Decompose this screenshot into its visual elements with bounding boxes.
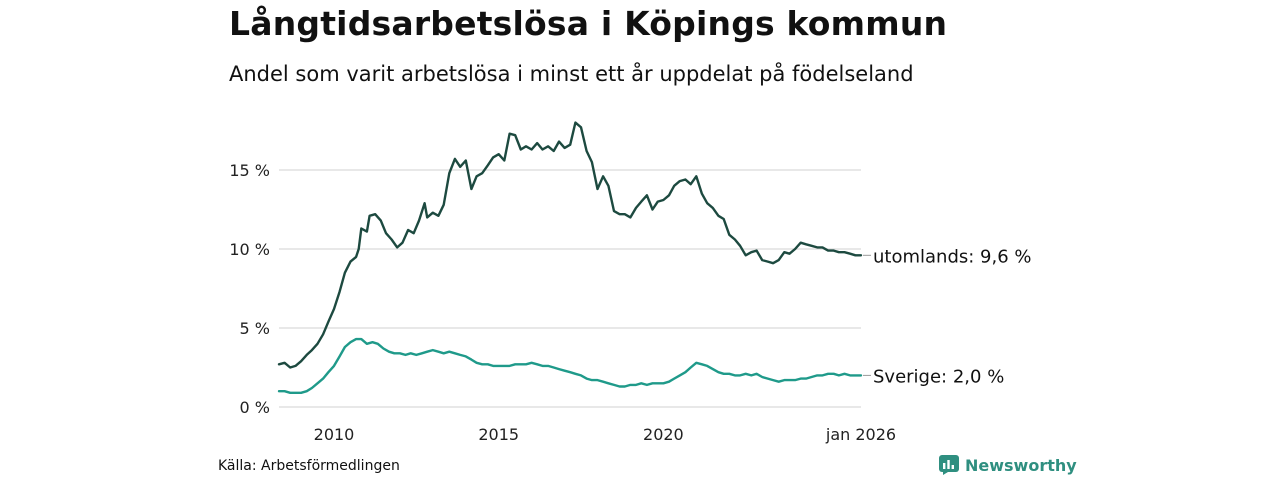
brand-name: Newsworthy bbox=[965, 455, 1077, 475]
series-line-sverige bbox=[277, 337, 863, 394]
series-end-label-sverige: Sverige: 2,0 % bbox=[873, 366, 1004, 387]
series-lines bbox=[277, 121, 863, 394]
series-end-label-utomlands: utomlands: 9,6 % bbox=[873, 246, 1032, 267]
x-axis-tick-labels: 2010 2015 2020 jan 2026 bbox=[314, 425, 896, 444]
source-note: Källa: Arbetsförmedlingen bbox=[218, 458, 400, 474]
y-tick-label: 10 % bbox=[229, 240, 270, 259]
series-line-utomlands bbox=[277, 121, 863, 369]
y-axis-tick-labels: 0 % 5 % 10 % 15 % bbox=[229, 161, 270, 417]
x-tick-label: jan 2026 bbox=[825, 425, 896, 444]
chart-subtitle: Andel som varit arbetslösa i minst ett å… bbox=[229, 62, 914, 86]
y-tick-label: 0 % bbox=[240, 398, 270, 417]
x-tick-label: 2015 bbox=[478, 425, 519, 444]
y-tick-label: 5 % bbox=[240, 319, 270, 338]
x-tick-label: 2020 bbox=[643, 425, 684, 444]
newsworthy-logo-icon bbox=[939, 455, 959, 475]
x-tick-label: 2010 bbox=[314, 425, 355, 444]
y-tick-label: 15 % bbox=[229, 161, 270, 180]
series-end-labels: utomlands: 9,6 % Sverige: 2,0 % bbox=[863, 246, 1032, 387]
gridlines bbox=[279, 169, 861, 408]
chart-title: Långtidsarbetslösa i Köpings kommun bbox=[229, 4, 948, 43]
brand[interactable]: Newsworthy bbox=[939, 455, 1077, 475]
